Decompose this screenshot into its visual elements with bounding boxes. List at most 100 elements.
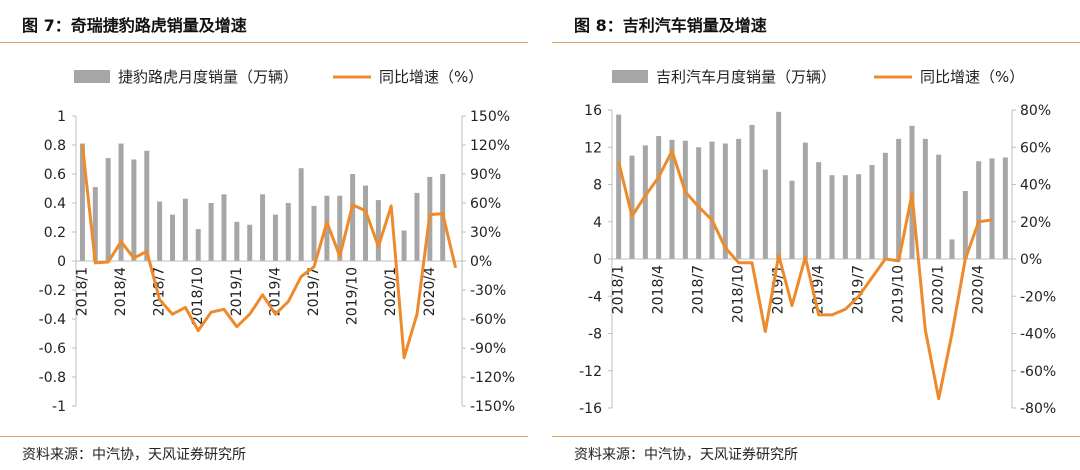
y-right-tick-label: 80% [1020,103,1051,119]
sales-bar [869,164,875,259]
y-right-tick-label: 120% [470,138,510,154]
sales-bar [882,152,888,259]
sales-bar [260,194,266,261]
x-tick-label: 2018/4 [651,265,667,314]
y-right-tick-label: 60% [470,196,501,212]
y-right-tick-label: 150% [470,109,510,125]
x-tick-label: 2020/1 [383,267,399,316]
sales-bar [182,198,188,261]
growth-line [617,149,993,401]
legend: 吉利汽车月度销量（万辆） 同比增速（%） [612,68,1024,86]
y-left-tick-label: 0.2 [44,225,66,241]
y-left-tick-label: -0.4 [39,312,66,328]
sales-bar [1002,157,1008,259]
legend-bar-swatch [612,70,648,83]
chart-panel-left: 图 7：奇瑞捷豹路虎销量及增速 捷豹路虎月度销量（万辆） 同比增速（%） 1 0.8 0… [0,0,528,470]
y-right-tick-label: -80% [1020,401,1056,417]
sales-bar [337,195,343,261]
jlr-sales-chart: 捷豹路虎月度销量（万辆） 同比增速（%） 1 0.8 0.6 0.4 0.2 0 -0.2 -0.… [39,68,515,415]
legend: 捷豹路虎月度销量（万辆） 同比增速（%） [74,68,483,86]
legend-bar-swatch [74,70,110,83]
y-right-tick-label: -60% [1020,364,1056,380]
y-left-tick-label: 12 [584,140,602,156]
sales-bar [842,175,848,259]
y-left-tick-label: 0.6 [44,167,66,183]
y-left-tick-label: 0 [57,254,66,270]
source-divider [0,436,528,437]
source-divider [552,436,1080,437]
sales-bar [105,158,111,261]
y-right-tick-label: -150% [470,399,515,415]
y-right-tick-label: 60% [1020,140,1051,156]
sales-bar [311,205,317,261]
growth-line [80,144,458,360]
sales-bar [736,138,742,259]
y-right-tick-label: -60% [470,312,506,328]
sales-bar [234,221,240,261]
sales-bar [762,169,768,259]
y-right-tick-label: 40% [1020,178,1051,194]
chart-title: 图 7：奇瑞捷豹路虎销量及增速 [22,16,247,35]
y-left-tick-label: -4 [588,289,602,305]
sales-bar [776,111,782,259]
sales-bar [856,174,862,259]
sales-bar [350,174,356,261]
sales-bar [722,143,728,259]
y-right-tick-label: 30% [470,225,501,241]
y-left-tick-label: -0.6 [39,341,66,357]
y-left-tick-label: -1 [52,399,66,415]
source-note: 资料来源：中汽协，天风证券研究所 [22,447,246,463]
title-divider [552,42,1080,43]
sales-bar [616,114,622,259]
y-left-tick-label: -16 [579,401,602,417]
y-left-tick-label: -0.2 [39,283,66,299]
sales-bar [642,145,648,259]
sales-bar [414,192,420,261]
x-tick-label: 2020/4 [422,267,438,316]
y-left-tick-label: 4 [593,215,602,231]
sales-bar [629,155,635,259]
sales-bar [170,214,175,261]
sales-bar [696,147,702,259]
sales-bar [247,224,253,261]
y-right-tick-label: 20% [1020,215,1051,231]
sales-bar [92,187,98,261]
y-left-tick-label: 16 [584,103,602,119]
x-tick-label: 2018/4 [113,267,129,316]
title-divider [0,42,528,43]
sales-bar [401,230,407,261]
legend-bar-label: 吉利汽车月度销量（万辆） [656,68,836,86]
y-left-tick-label: 8 [593,178,602,194]
y-right-tick-label: -40% [1020,327,1056,343]
chart-title: 图 8：吉利汽车销量及增速 [574,16,767,35]
sales-bar [298,168,304,261]
y-left-tick-label: 1 [57,109,66,125]
sales-bar [922,138,928,259]
y-left-tick-label: -8 [588,327,602,343]
legend-line-label: 同比增速（%） [920,68,1024,86]
sales-bar [816,162,822,259]
x-tick-label: 2020/4 [971,265,987,314]
sales-bar [789,180,795,259]
sales-bar [989,158,995,259]
y-right-tick-label: -30% [470,283,506,299]
chart-panel-right: 图 8：吉利汽车销量及增速 吉利汽车月度销量（万辆） 同比增速（%） 16 12 8 4 0… [552,0,1080,470]
y-right-tick-label: 0% [1020,252,1042,268]
sales-bar [118,143,124,261]
x-tick-label: 2018/10 [190,267,206,325]
sales-bar [682,140,688,259]
sales-bar [363,185,368,261]
sales-bar [749,124,755,260]
y-left-tick-label: -12 [579,364,602,380]
y-right-tick-label: 0% [470,254,492,270]
y-right-tick-label: 90% [470,167,501,183]
sales-bar [79,143,85,261]
y-right-tick-label: -120% [470,370,515,386]
x-tick-label: 2019/4 [267,267,283,316]
x-tick-label: 2019/10 [345,267,361,325]
y-left-tick-label: 0 [593,252,602,268]
sales-bar [195,229,201,261]
y-left-tick-label: 0.8 [44,138,66,154]
sales-bar [976,161,982,259]
sales-bar [272,214,278,261]
